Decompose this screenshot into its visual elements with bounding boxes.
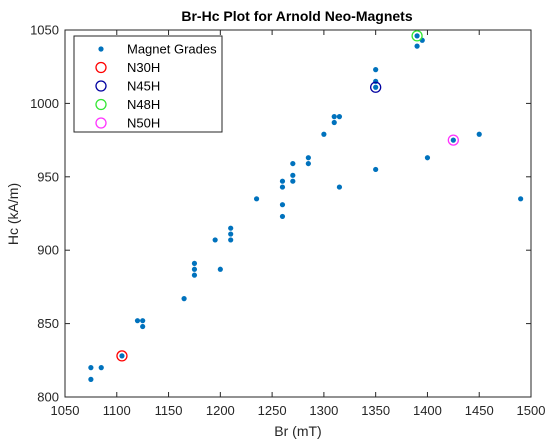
- data-point: [279, 184, 286, 190]
- data-point: [212, 237, 218, 243]
- x-tick-label: 1500: [517, 403, 546, 418]
- x-tick-label: 1200: [206, 403, 235, 418]
- x-axis-label: Br (mT): [274, 423, 321, 439]
- x-tick-label: 1350: [361, 403, 390, 418]
- data-point: [414, 33, 420, 39]
- x-tick-label: 1050: [51, 403, 80, 418]
- data-point: [217, 266, 223, 272]
- data-point: [290, 160, 296, 167]
- x-tick-label: 1100: [103, 403, 131, 418]
- data-point: [279, 202, 286, 208]
- data-point: [331, 119, 337, 126]
- legend-box: [73, 35, 223, 133]
- legend-label: N45H: [127, 79, 160, 94]
- data-point: [290, 172, 296, 178]
- data-point: [181, 296, 187, 302]
- y-tick-label: 850: [37, 316, 59, 331]
- data-point: [373, 67, 379, 73]
- data-point: [321, 131, 327, 137]
- data-point: [228, 237, 234, 243]
- data-point: [191, 260, 198, 267]
- highlight-marker: [447, 134, 459, 146]
- x-tick-label: 1450: [465, 403, 494, 418]
- data-point: [373, 84, 379, 90]
- chart-title: Br-Hc Plot for Arnold Neo-Magnets: [181, 8, 412, 24]
- data-point: [88, 365, 94, 371]
- highlight-marker: [411, 30, 423, 42]
- legend-marker: [98, 46, 104, 52]
- y-tick-label: 1050: [30, 23, 59, 38]
- series-n48h: [411, 30, 423, 42]
- x-tick-label: 1300: [309, 403, 338, 418]
- data-point: [450, 137, 456, 143]
- data-points: [88, 30, 524, 382]
- data-point: [191, 272, 198, 278]
- y-tick-label: 900: [37, 243, 59, 258]
- x-tick-label: 1250: [258, 403, 287, 418]
- data-point: [414, 43, 420, 49]
- legend: Magnet Grades N30H N45H N48H N50H: [73, 35, 223, 133]
- data-point: [191, 266, 198, 272]
- legend-marker: [95, 80, 107, 92]
- data-point: [331, 114, 337, 120]
- data-point: [228, 231, 234, 237]
- legend-label: N30H: [127, 60, 160, 75]
- data-point: [119, 353, 125, 359]
- x-axis: 1050 1100 1150 1200 1250 1300 1350 1400 1450 1500: [51, 30, 546, 418]
- legend-marker: [95, 98, 107, 111]
- series-n45h: [370, 81, 382, 93]
- data-point: [305, 160, 311, 167]
- data-point: [88, 376, 94, 382]
- data-point: [98, 365, 104, 371]
- series-n30h: [116, 350, 128, 362]
- data-point: [228, 225, 234, 231]
- data-point: [279, 213, 286, 220]
- data-point: [290, 178, 296, 184]
- legend-label: N50H: [127, 116, 160, 131]
- data-point: [424, 155, 431, 161]
- data-point: [336, 114, 343, 120]
- legend-label: Magnet Grades: [127, 42, 217, 57]
- data-point: [253, 196, 260, 202]
- legend-marker: [95, 61, 107, 74]
- y-axis-label: Hc (kA/m): [5, 183, 21, 245]
- data-point: [476, 131, 482, 137]
- series-n50h: [447, 134, 459, 146]
- data-point: [279, 178, 286, 184]
- data-point: [518, 196, 524, 202]
- x-tick-label: 1400: [413, 403, 442, 418]
- data-point: [140, 318, 146, 324]
- legend-marker: [95, 117, 107, 129]
- data-point: [305, 155, 311, 161]
- y-axis: 800 850 900 950 1000 1050: [30, 23, 531, 405]
- data-point: [336, 184, 343, 190]
- legend-label: N48H: [127, 97, 160, 112]
- y-tick-label: 800: [37, 390, 59, 405]
- data-point: [140, 323, 146, 330]
- y-tick-label: 950: [37, 169, 59, 184]
- highlight-marker: [116, 350, 128, 362]
- data-point: [134, 318, 141, 324]
- y-tick-label: 1000: [30, 96, 59, 111]
- x-tick-label: 1150: [155, 403, 183, 418]
- highlight-marker: [370, 81, 382, 93]
- data-point: [373, 166, 379, 173]
